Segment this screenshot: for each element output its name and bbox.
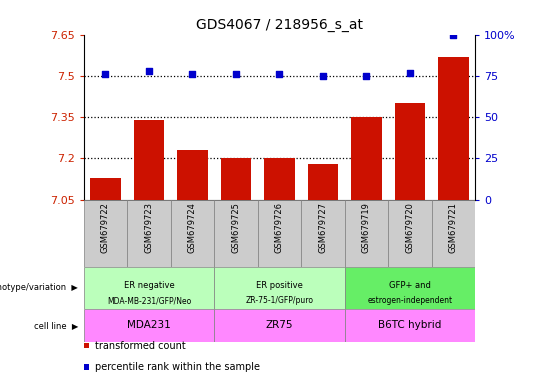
Text: cell line  ▶: cell line ▶ [34, 321, 78, 330]
Bar [301, 200, 345, 267]
Bar [127, 200, 171, 267]
Bar [171, 200, 214, 267]
Text: MDA231: MDA231 [127, 320, 171, 331]
Point [449, 31, 458, 38]
Bar [351, 117, 382, 200]
Text: MDA-MB-231/GFP/Neo: MDA-MB-231/GFP/Neo [107, 296, 191, 305]
Bar [345, 309, 475, 342]
Text: ZR75: ZR75 [266, 320, 293, 331]
Bar [264, 159, 295, 200]
Text: GSM679725: GSM679725 [232, 202, 240, 253]
Text: GSM679719: GSM679719 [362, 202, 371, 253]
Bar [345, 200, 388, 267]
Point [101, 71, 110, 77]
Bar [214, 200, 258, 267]
Text: transformed count: transformed count [95, 341, 186, 351]
Point [319, 73, 327, 79]
Text: GSM679727: GSM679727 [319, 202, 327, 253]
Point [145, 68, 153, 74]
Bar [84, 200, 127, 267]
Bar [84, 267, 214, 309]
Text: GFP+ and: GFP+ and [389, 281, 431, 290]
Text: genotype/variation  ▶: genotype/variation ▶ [0, 283, 78, 293]
Point [275, 71, 284, 77]
Bar [438, 56, 469, 200]
Text: percentile rank within the sample: percentile rank within the sample [95, 362, 260, 372]
Text: ER positive: ER positive [256, 281, 303, 290]
Text: B6TC hybrid: B6TC hybrid [378, 320, 442, 331]
Bar [395, 103, 425, 200]
Text: GSM679722: GSM679722 [101, 202, 110, 253]
Text: GSM679723: GSM679723 [145, 202, 153, 253]
Bar [214, 309, 345, 342]
Text: GSM679724: GSM679724 [188, 202, 197, 253]
Bar [90, 178, 120, 200]
Text: GSM679720: GSM679720 [406, 202, 415, 253]
Point [188, 71, 197, 77]
Bar [84, 309, 214, 342]
Bar [431, 200, 475, 267]
Bar [258, 200, 301, 267]
Text: GSM679721: GSM679721 [449, 202, 458, 253]
Text: estrogen-independent: estrogen-independent [367, 296, 453, 305]
Point [362, 73, 371, 79]
Point [232, 71, 240, 77]
Bar [177, 150, 208, 200]
Text: ER negative: ER negative [124, 281, 174, 290]
Bar [134, 120, 164, 200]
Title: GDS4067 / 218956_s_at: GDS4067 / 218956_s_at [196, 18, 363, 32]
Bar [388, 200, 431, 267]
Text: GSM679726: GSM679726 [275, 202, 284, 253]
Bar [345, 267, 475, 309]
Bar [221, 159, 251, 200]
Bar [214, 267, 345, 309]
Text: ZR-75-1/GFP/puro: ZR-75-1/GFP/puro [246, 296, 313, 305]
Bar [308, 164, 338, 200]
Point [406, 70, 414, 76]
